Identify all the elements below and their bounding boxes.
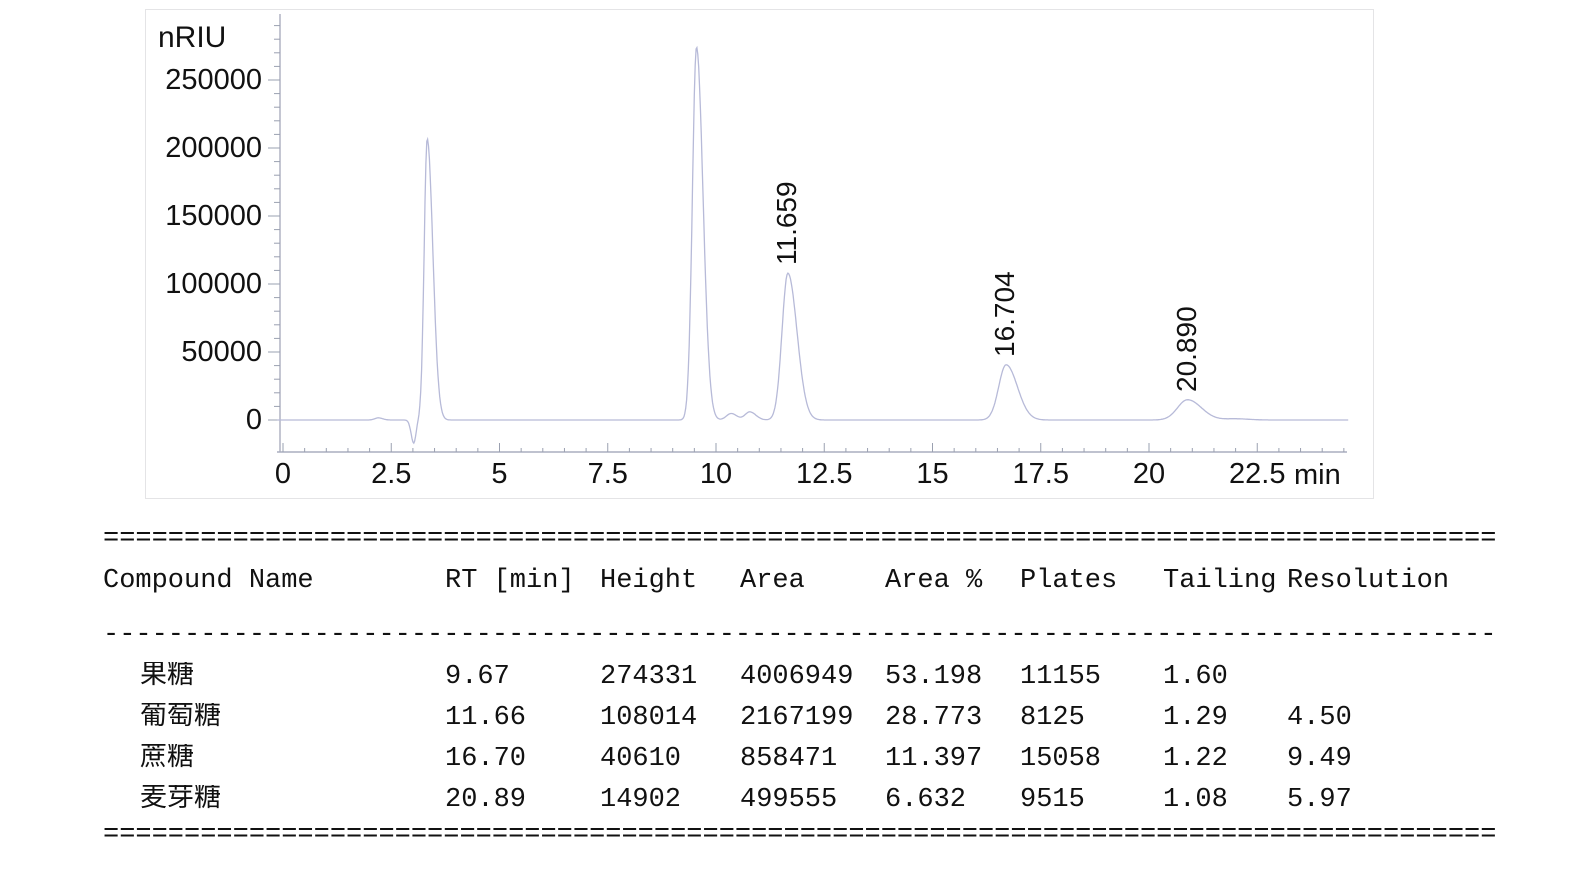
x-tick-label: 0 (274, 458, 292, 490)
table-top-rule: ========================================… (103, 524, 1497, 554)
results-table: ========================================… (103, 524, 1497, 850)
column-header-rt: RT [min] (445, 566, 575, 596)
cell-height: 274331 (600, 661, 698, 692)
column-header-resolution: Resolution (1287, 566, 1450, 596)
y-tick-label: 200000 (165, 132, 262, 164)
cell-resolution: 4.50 (1287, 702, 1352, 733)
x-tick-label: 12.5 (796, 458, 853, 490)
cell-tailing: 1.22 (1163, 743, 1228, 774)
table-row: 蔗糖 16.70 40610 858471 11.397 15058 1.22 9.49 (103, 738, 1497, 779)
x-tick-label: 22.5 (1229, 458, 1286, 490)
cell-plates: 8125 (1020, 702, 1085, 733)
cell-height: 40610 (600, 743, 682, 774)
x-tick-label: 20 (1132, 458, 1166, 490)
cell-tailing: 1.29 (1163, 702, 1228, 733)
y-axis-title: nRIU (158, 21, 227, 54)
column-header-area-percent: Area % (885, 566, 983, 596)
x-tick-label: 17.5 (1012, 458, 1069, 490)
cell-area: 499555 (740, 784, 838, 815)
peak-rt-label: 16.704 (989, 271, 1021, 357)
x-axis-unit: min (1294, 459, 1341, 491)
column-header-compound-name: Compound Name (103, 566, 314, 596)
cell-resolution: 5.97 (1287, 784, 1352, 815)
y-tick-label: 50000 (181, 336, 262, 368)
x-tick-label: 5 (491, 458, 508, 490)
cell-tailing: 1.08 (1163, 784, 1228, 815)
cell-height: 108014 (600, 702, 698, 733)
cell-area-percent: 11.397 (885, 743, 983, 774)
peak-rt-label: 11.659 (770, 181, 802, 266)
table-header-row: Compound Name RT [min] Height Area Area … (103, 566, 1497, 596)
cell-rt: 9.67 (445, 661, 510, 692)
cell-plates: 15058 (1020, 743, 1102, 774)
table-row: 麦芽糖 20.89 14902 499555 6.632 9515 1.08 5.97 (103, 779, 1497, 820)
column-header-area: Area (740, 566, 805, 596)
chromatogram-trace (276, 45, 1349, 445)
y-tick-label: 150000 (165, 200, 262, 232)
cell-compound-name: 麦芽糖 (140, 784, 221, 815)
cell-area: 4006949 (740, 661, 854, 692)
table-body: 果糖 9.67 274331 4006949 53.198 11155 1.60 葡萄糖 11.… (103, 656, 1497, 820)
x-tick-label: 7.5 (587, 458, 628, 490)
peak-rt-label: 20.890 (1170, 306, 1202, 392)
y-tick-label: 100000 (165, 268, 262, 300)
table-row: 葡萄糖 11.66 108014 2167199 28.773 8125 1.29 4.50 (103, 697, 1497, 738)
x-tick-label: 10 (699, 458, 733, 490)
column-header-tailing: Tailing (1163, 566, 1277, 596)
column-header-plates: Plates (1020, 566, 1118, 596)
cell-compound-name: 葡萄糖 (140, 702, 221, 733)
cell-tailing: 1.60 (1163, 661, 1228, 692)
cell-rt: 11.66 (445, 702, 527, 733)
cell-area-percent: 6.632 (885, 784, 967, 815)
y-tick-label: 0 (245, 404, 262, 436)
cell-compound-name: 蔗糖 (140, 743, 194, 774)
table-header-rule: ----------------------------------------… (103, 620, 1497, 650)
table-bottom-rule: ========================================… (103, 820, 1497, 850)
table-row: 果糖 9.67 274331 4006949 53.198 11155 1.60 (103, 656, 1497, 697)
column-header-height: Height (600, 566, 698, 596)
cell-area-percent: 53.198 (885, 661, 983, 692)
cell-plates: 11155 (1020, 661, 1102, 692)
cell-area: 2167199 (740, 702, 854, 733)
cell-rt: 20.89 (445, 784, 527, 815)
cell-plates: 9515 (1020, 784, 1085, 815)
y-tick-label: 250000 (165, 64, 262, 96)
cell-compound-name: 果糖 (140, 661, 194, 692)
cell-area-percent: 28.773 (885, 702, 983, 733)
cell-height: 14902 (600, 784, 682, 815)
cell-resolution: 9.49 (1287, 743, 1352, 774)
cell-rt: 16.70 (445, 743, 527, 774)
cell-area: 858471 (740, 743, 838, 774)
x-tick-label: 15 (916, 458, 949, 490)
x-tick-label: 2.5 (371, 458, 412, 490)
